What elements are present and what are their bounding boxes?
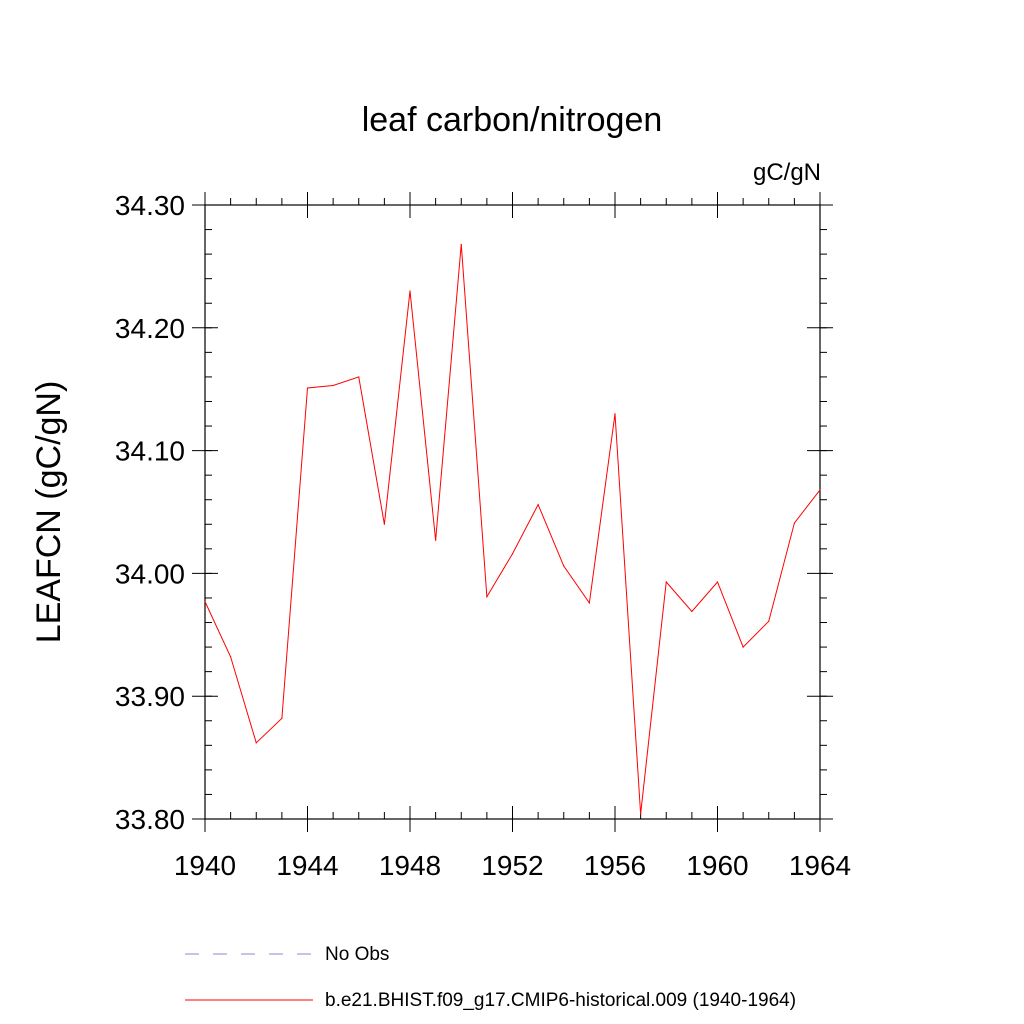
- data-point: [768, 620, 770, 622]
- legend-label-model: b.e21.BHIST.f09_g17.CMIP6-historical.009…: [325, 990, 796, 1011]
- data-point: [588, 602, 590, 604]
- y-tick-labels: 33.80 33.90 34.00 34.10 34.20 34.30: [115, 190, 185, 835]
- plot-frame: [204, 204, 821, 820]
- data-point: [230, 656, 232, 658]
- data-point: [358, 376, 360, 378]
- y-tick-label: 33.80: [115, 804, 185, 835]
- data-point: [281, 717, 283, 719]
- series-layer: [204, 243, 821, 815]
- data-point: [409, 290, 411, 292]
- data-point: [435, 539, 437, 541]
- major-ticks: [192, 192, 833, 832]
- x-tick-label: 1952: [481, 850, 543, 881]
- x-tick-label: 1944: [276, 850, 338, 881]
- x-tick-labels: 1940 1944 1948 1952 1956 1960 1964: [174, 850, 851, 881]
- data-point: [486, 596, 488, 598]
- x-tick-label: 1940: [174, 850, 236, 881]
- y-tick-label: 34.00: [115, 558, 185, 589]
- data-point: [460, 243, 462, 245]
- data-point: [255, 742, 257, 744]
- data-point: [640, 813, 642, 815]
- data-point: [511, 553, 514, 555]
- data-point: [742, 646, 744, 648]
- data-point: [793, 522, 795, 524]
- y-tick-label: 34.20: [115, 313, 185, 344]
- units-label: gC/gN: [753, 159, 821, 186]
- y-tick-label: 34.10: [115, 436, 185, 467]
- x-tick-label: 1960: [686, 850, 748, 881]
- data-point: [332, 384, 334, 387]
- chart-title: leaf carbon/nitrogen: [362, 101, 663, 139]
- data-point: [383, 523, 385, 525]
- x-tick-label: 1956: [584, 850, 646, 881]
- data-point: [563, 565, 565, 567]
- data-point: [665, 581, 667, 583]
- legend-label-no-obs: No Obs: [325, 944, 389, 965]
- data-point: [204, 601, 206, 603]
- data-point: [306, 387, 309, 389]
- data-point: [537, 504, 539, 506]
- data-point: [716, 581, 719, 583]
- y-axis-label: LEAFCN (gC/gN): [30, 381, 68, 644]
- data-point: [691, 610, 693, 613]
- x-tick-label: 1964: [789, 850, 851, 881]
- data-point: [819, 489, 821, 491]
- series-line-0: [204, 244, 821, 815]
- x-tick-label: 1948: [379, 850, 441, 881]
- y-tick-label: 33.90: [115, 681, 185, 712]
- data-point: [614, 413, 616, 415]
- legend: No Obs b.e21.BHIST.f09_g17.CMIP6-histori…: [185, 944, 796, 1011]
- y-tick-label: 34.30: [115, 190, 185, 221]
